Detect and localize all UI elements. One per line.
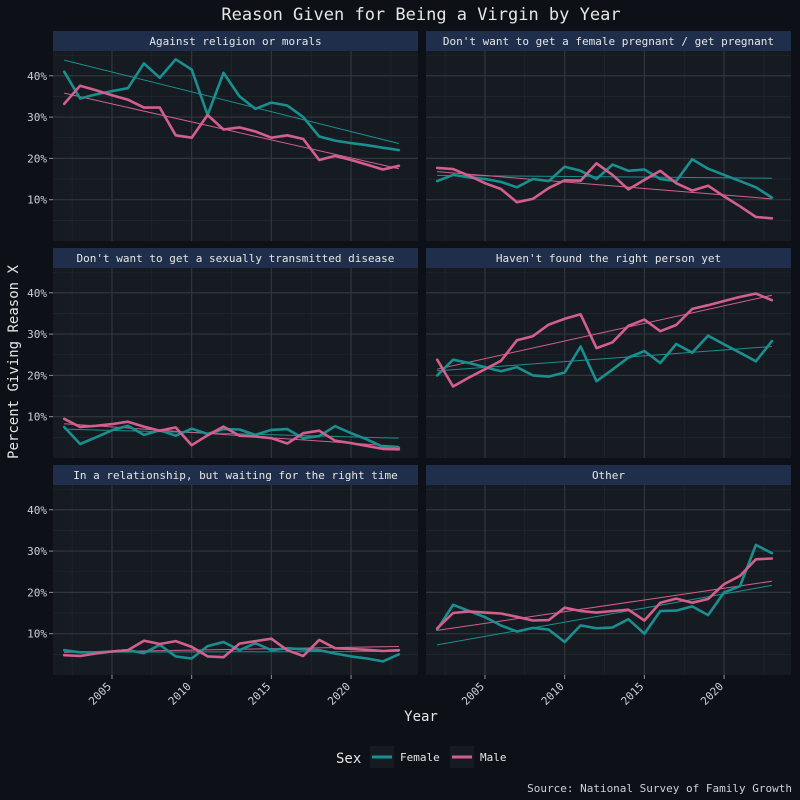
trend-line-male-don-t-want-to-get-a-female-pregnant-get-pregnant xyxy=(437,171,772,200)
chart-title: Reason Given for Being a Virgin by Year xyxy=(221,5,620,25)
panel-against-religion-or-morals: Against religion or morals xyxy=(53,31,418,241)
legend: Sex Female Male xyxy=(336,746,507,768)
chart-caption: Source: National Survey of Family Growth xyxy=(527,782,792,795)
series-line-male-against-religion-or-morals xyxy=(62,84,401,171)
y-tick-label: 40% xyxy=(27,287,47,300)
plot-area-other xyxy=(426,485,791,675)
plot-area-against-religion-or-morals xyxy=(53,51,418,241)
y-axis-title: Percent Giving Reason X xyxy=(6,265,22,459)
y-tick-label: 10% xyxy=(27,411,47,424)
y-axis-ticks: 10% 20% 30% 40% 10% 20% 30% 40% 10% 20% 30% 40% xyxy=(27,70,53,641)
trend-line-female-against-religion-or-morals xyxy=(64,59,399,145)
panel-haven-t-found-the-right-person-yet: Haven't found the right person yet xyxy=(426,248,791,458)
strip-in-a-relationship-but-waiting-for-the-right-time xyxy=(53,465,418,485)
plot-area-don-t-want-to-get-a-sexually-transmitted-disease xyxy=(53,268,418,458)
panel-other: Other xyxy=(426,465,791,675)
strip-don-t-want-to-get-a-female-pregnant-get-pregnant xyxy=(426,31,791,51)
series-line-male-in-a-relationship-but-waiting-for-the-right-time xyxy=(62,637,401,659)
series-line-female-haven-t-found-the-right-person-yet xyxy=(435,334,774,383)
series-line-male-don-t-want-to-get-a-female-pregnant-get-pregnant xyxy=(435,162,774,220)
y-tick-label: 30% xyxy=(27,328,47,341)
panel-in-a-relationship-but-waiting-for-the-right-time: In a relationship, but waiting for the r… xyxy=(53,465,418,675)
strip-against-religion-or-morals xyxy=(53,31,418,51)
y-tick-label: 10% xyxy=(27,628,47,641)
facet-panels: Against religion or morals Don't want to … xyxy=(53,31,791,675)
strip-label-other: Other xyxy=(592,469,625,482)
y-tick-label: 10% xyxy=(27,194,47,207)
x-axis-title: Year xyxy=(404,709,438,725)
strip-label-don-t-want-to-get-a-sexually-transmitted-disease: Don't want to get a sexually transmitted… xyxy=(77,252,395,265)
strip-label-in-a-relationship-but-waiting-for-the-right-time: In a relationship, but waiting for the r… xyxy=(73,469,398,482)
plot-area-don-t-want-to-get-a-female-pregnant-get-pregnant xyxy=(426,51,791,241)
trend-line-female-other xyxy=(437,584,772,646)
panel-don-t-want-to-get-a-sexually-transmitted-disease: Don't want to get a sexually transmitted… xyxy=(53,248,418,458)
y-tick-label: 20% xyxy=(27,369,47,382)
series-line-female-don-t-want-to-get-a-sexually-transmitted-disease xyxy=(62,424,401,450)
y-tick-label: 40% xyxy=(27,70,47,83)
series-line-female-against-religion-or-morals xyxy=(62,57,401,152)
strip-label-haven-t-found-the-right-person-yet: Haven't found the right person yet xyxy=(496,252,721,265)
y-tick-label: 30% xyxy=(27,545,47,558)
series-line-female-don-t-want-to-get-a-female-pregnant-get-pregnant xyxy=(435,157,774,199)
strip-haven-t-found-the-right-person-yet xyxy=(426,248,791,268)
trend-line-male-against-religion-or-morals xyxy=(64,92,399,170)
strip-other xyxy=(426,465,791,485)
plot-area-in-a-relationship-but-waiting-for-the-right-time xyxy=(53,485,418,675)
trend-line-male-haven-t-found-the-right-person-yet xyxy=(437,294,772,370)
y-tick-label: 30% xyxy=(27,111,47,124)
trend-line-female-haven-t-found-the-right-person-yet xyxy=(437,345,772,372)
legend-title: Sex xyxy=(336,751,361,767)
legend-label-female: Female xyxy=(400,751,440,764)
series-line-male-don-t-want-to-get-a-sexually-transmitted-disease xyxy=(62,417,401,451)
series-line-male-other xyxy=(435,557,774,630)
legend-label-male: Male xyxy=(480,751,507,764)
strip-label-against-religion-or-morals: Against religion or morals xyxy=(149,35,321,48)
series-line-female-other xyxy=(435,543,774,644)
series-line-male-haven-t-found-the-right-person-yet xyxy=(435,292,774,388)
strip-label-don-t-want-to-get-a-female-pregnant-get-pregnant: Don't want to get a female pregnant / ge… xyxy=(443,35,774,48)
y-tick-label: 40% xyxy=(27,504,47,517)
strip-don-t-want-to-get-a-sexually-transmitted-disease xyxy=(53,248,418,268)
panel-don-t-want-to-get-a-female-pregnant-get-pregnant: Don't want to get a female pregnant / ge… xyxy=(426,31,791,241)
y-tick-label: 20% xyxy=(27,152,47,165)
y-tick-label: 20% xyxy=(27,586,47,599)
trend-line-female-don-t-want-to-get-a-sexually-transmitted-disease xyxy=(64,428,399,439)
plot-area-haven-t-found-the-right-person-yet xyxy=(426,268,791,458)
